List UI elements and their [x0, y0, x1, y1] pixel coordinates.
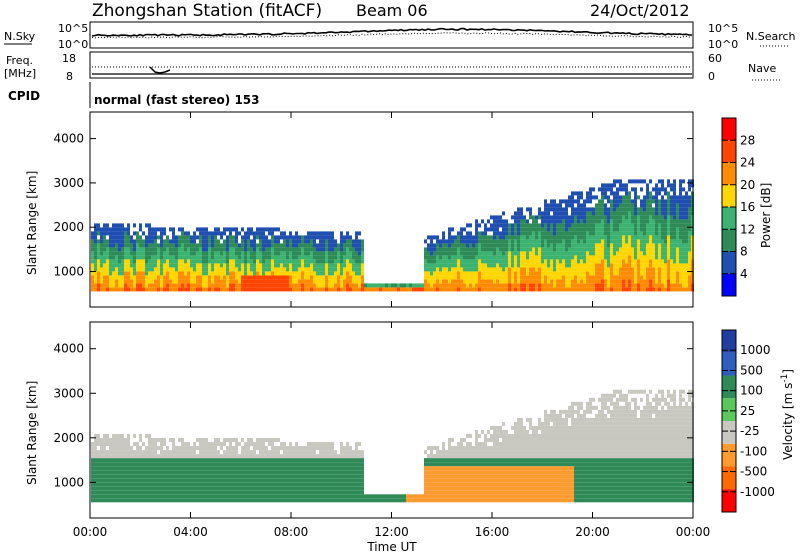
freq-panel: Freq. [MHz] 18 8 60 0 Nave [4, 51, 780, 83]
colorbar-segment [722, 489, 736, 512]
x-tick-label: 08:00 [274, 525, 309, 539]
noise-left-tick-top: 10^5 [58, 22, 88, 35]
colorbar-segment [722, 162, 736, 185]
x-tick-label: 00:00 [676, 525, 711, 539]
power-colorbar: 4 8 12 16 20 24 28 Power [dB] [721, 117, 773, 297]
nave-label: Nave [748, 62, 776, 75]
nsky-label: N.Sky [4, 30, 36, 43]
colorbar-segment [722, 184, 736, 207]
colorbar-segment [722, 375, 736, 399]
freq-label: Freq. [6, 54, 33, 67]
velocity-colorbar-label: Velocity [m s-1] [780, 369, 795, 460]
colorbar-segment [722, 443, 736, 467]
colorbar-tick-label: 100 [740, 384, 763, 398]
noise-right-tick-bottom: 10^0 [708, 38, 738, 51]
colorbar-tick-label: -1000 [740, 485, 775, 499]
colorbar-tick-label: -500 [740, 465, 767, 479]
station-title: Zhongshan Station (fitACF) [92, 1, 322, 21]
x-tick-label: 04:00 [173, 525, 208, 539]
cpid-label: CPID [8, 89, 40, 103]
cpid-text: normal (fast stereo) 153 [94, 93, 260, 107]
noise-left-tick-bottom: 10^0 [58, 38, 88, 51]
colorbar-tick-label: 16 [740, 200, 755, 214]
colorbar-tick-label: 12 [740, 222, 755, 236]
nave-tick-bottom: 0 [708, 70, 715, 83]
freq-tick-top: 18 [62, 52, 76, 65]
colorbar-tick-label: 24 [740, 156, 755, 170]
x-axis-label: Time UT [366, 540, 417, 554]
y-tick-label: 3000 [53, 176, 84, 190]
colorbar-segment [722, 421, 736, 444]
power-panel: 1000 2000 3000 4000 Slant Range [km] [25, 111, 694, 308]
colorbar-tick-label: -25 [740, 424, 760, 438]
x-tick-label: 12:00 [374, 525, 409, 539]
x-tick-label: 16:00 [475, 525, 510, 539]
power-ylabel: Slant Range [km] [25, 171, 39, 275]
x-tick-label: 00:00 [73, 525, 108, 539]
colorbar-segment [722, 207, 736, 230]
colorbar-segment [722, 251, 736, 274]
colorbar-segment [722, 466, 736, 490]
freq-tick-bottom: 8 [66, 70, 73, 83]
power-heatmap [91, 179, 694, 292]
beam-label: Beam 06 [356, 1, 428, 20]
mhz-label: [MHz] [4, 67, 36, 80]
colorbar-segment [722, 398, 736, 421]
velocity-panel: 1000 2000 3000 4000 Slant Range [km] [25, 321, 694, 519]
colorbar-segment [722, 352, 736, 376]
nsearch-label: N.Search [746, 30, 796, 43]
velocity-colorbar: 1000 500 100 25 -25 -100 -500 -1000 Velocity [m… [721, 329, 795, 513]
y-tick-label: 2000 [53, 220, 84, 234]
power-y-ticks: 1000 2000 3000 4000 [53, 132, 693, 279]
date-label: 24/Oct/2012 [590, 1, 690, 20]
x-tick-label: 20:00 [575, 525, 610, 539]
y-tick-label: 2000 [53, 431, 84, 445]
freq-dip [149, 66, 171, 74]
y-tick-label: 4000 [53, 132, 84, 146]
power-colorbar-label: Power [dB] [759, 183, 773, 248]
colorbar-tick-label: 500 [740, 363, 763, 377]
colorbar-segment [722, 229, 736, 252]
colorbar-tick-label: -100 [740, 444, 767, 458]
colorbar-segment [722, 140, 736, 163]
colorbar-tick-label: 4 [740, 267, 748, 281]
colorbar-tick-label: 1000 [740, 343, 771, 357]
x-axis-ticks: 00:00 04:00 08:00 12:00 16:00 20:00 00:00 [73, 112, 711, 539]
noise-search-line [91, 32, 693, 39]
noise-right-tick-top: 10^5 [708, 22, 738, 35]
colorbar-tick-label: 8 [740, 245, 748, 259]
y-tick-label: 4000 [53, 342, 84, 356]
noise-sky-line [91, 27, 693, 37]
velocity-y-ticks: 1000 2000 3000 4000 [53, 342, 693, 489]
colorbar-tick-label: 20 [740, 178, 755, 192]
y-tick-label: 1000 [53, 265, 84, 279]
y-tick-label: 3000 [53, 386, 84, 400]
noise-panel: N.Sky 10^5 10^0 10^5 10^0 N.Search [4, 21, 796, 51]
velocity-heatmap [91, 389, 694, 503]
colorbar-segment [722, 273, 736, 296]
colorbar-segment [722, 118, 736, 141]
colorbar-segment [722, 330, 736, 353]
y-tick-label: 1000 [53, 475, 84, 489]
velocity-ylabel: Slant Range [km] [25, 381, 39, 485]
colorbar-tick-label: 25 [740, 404, 755, 418]
nave-tick-top: 60 [708, 52, 722, 65]
colorbar-tick-label: 28 [740, 133, 755, 147]
